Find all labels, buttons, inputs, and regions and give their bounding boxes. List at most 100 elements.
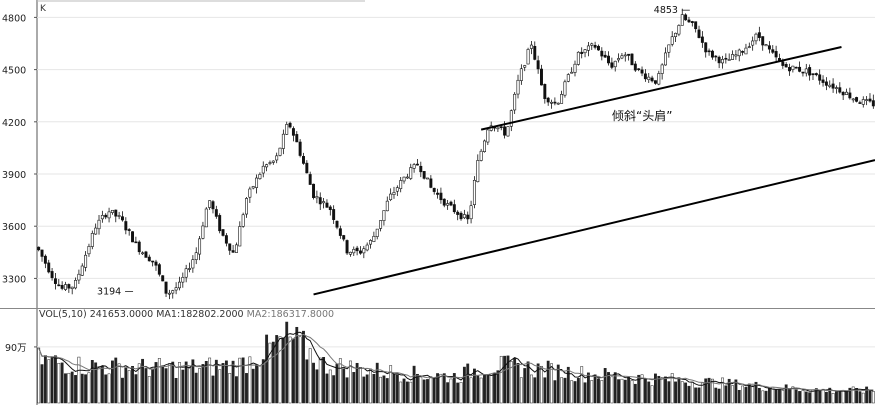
price-tick-label: 3600 [2, 222, 26, 233]
candle-body [452, 204, 456, 213]
volume-bar [171, 361, 175, 404]
volume-bar [211, 375, 215, 404]
candle-body [77, 273, 81, 281]
candle-body [37, 246, 41, 251]
volume-bar [369, 368, 372, 404]
volume-bar [855, 388, 858, 404]
volume-bar [697, 387, 701, 404]
candle-body [64, 284, 67, 290]
candle-body [660, 64, 664, 74]
candle-body [704, 42, 708, 53]
volume-bar [436, 373, 439, 404]
candle-body [426, 177, 429, 180]
volume-bar [788, 389, 791, 404]
volume-bar [84, 374, 88, 404]
candle-body [141, 252, 145, 255]
volume-bar [278, 336, 282, 404]
volume-bar [526, 361, 530, 404]
candle-body [566, 74, 570, 82]
candle-body [328, 206, 332, 211]
volume-bar [439, 373, 443, 404]
volume-bar [134, 374, 138, 404]
volume-bar [818, 389, 822, 404]
candle-body [694, 21, 698, 30]
volume-bar [607, 372, 610, 404]
candle-body [774, 51, 778, 58]
volume-bar [529, 374, 533, 404]
candle-body [318, 197, 322, 205]
volume-bar [523, 368, 527, 404]
candle-body [751, 40, 755, 46]
candle-body [271, 160, 275, 163]
candle-body [633, 63, 637, 71]
volume-bar [751, 385, 755, 404]
candle-body [509, 110, 513, 127]
candle-body [861, 99, 865, 105]
volume-bar [593, 374, 597, 404]
candle-body [529, 44, 533, 49]
candle-body [472, 179, 476, 205]
price-tick-label: 4200 [2, 118, 26, 129]
volume-bar [161, 365, 165, 404]
candle-body [362, 248, 366, 254]
candle-body [43, 255, 47, 264]
candle-body [630, 53, 634, 66]
volume-bar [104, 374, 108, 404]
volume-bar [597, 378, 600, 404]
candle-body [486, 129, 490, 143]
volume-bar [335, 363, 339, 404]
volume-bar [332, 375, 336, 404]
volume-bar [137, 363, 141, 404]
candle-body [234, 244, 238, 253]
candle-body [513, 93, 517, 111]
candle-body [637, 68, 641, 71]
volume-bar [690, 381, 694, 404]
volume-bar [794, 389, 798, 404]
volume-bar [416, 373, 419, 404]
candle-body [124, 221, 128, 231]
candle-body [653, 80, 657, 84]
volume-bar [308, 348, 312, 404]
candle-body [432, 187, 436, 192]
candle-body [201, 225, 205, 239]
candle-body [372, 235, 376, 242]
volume-bar [57, 362, 61, 404]
candle-body [382, 210, 386, 221]
volume-bar [40, 364, 44, 404]
volume-bar [258, 365, 262, 404]
volume-bar [560, 377, 564, 404]
volume-bar [757, 387, 761, 404]
candle-body [80, 265, 84, 276]
volume-bar [188, 366, 191, 404]
volume-bar [74, 375, 77, 404]
candle-body [181, 277, 185, 283]
volume-legend-ma2: MA2:186317.8000 [246, 309, 335, 320]
volume-bar [784, 384, 788, 404]
candle-body [325, 202, 329, 208]
candle-body [255, 177, 259, 188]
volume-bar [466, 363, 470, 404]
candle-body [100, 215, 104, 220]
volume-bar [821, 388, 825, 404]
volume-bar [845, 391, 848, 404]
volume-bar [744, 387, 748, 404]
volume-bar [737, 389, 741, 404]
volume-bar [694, 387, 698, 404]
candle-body [640, 69, 644, 74]
candle-body [519, 68, 523, 81]
volume-bar [328, 369, 332, 404]
volume-bar [516, 362, 520, 404]
volume-bar [449, 378, 453, 404]
volume-bar [838, 390, 842, 404]
candle-body [687, 19, 691, 23]
candle-body [583, 49, 587, 54]
volume-bar [288, 336, 292, 404]
volume-bar [654, 373, 657, 404]
candle-body [764, 44, 768, 47]
candle-body [724, 57, 728, 60]
candle-body [261, 165, 265, 174]
candle-body [332, 209, 336, 220]
volume-bar [352, 372, 356, 404]
candle-body [67, 284, 71, 289]
volume-bar [312, 362, 315, 404]
